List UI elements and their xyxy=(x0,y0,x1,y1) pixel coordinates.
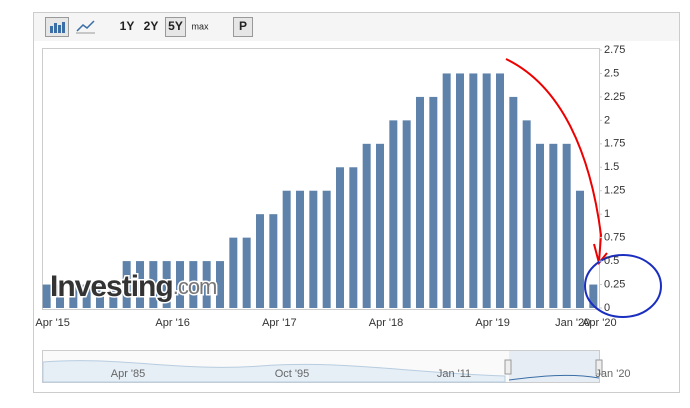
bar xyxy=(442,73,451,308)
bar xyxy=(522,120,531,308)
navigator-label: Oct '95 xyxy=(275,368,310,380)
y-tick-label: 0 xyxy=(604,302,610,314)
navigator-label: Apr '85 xyxy=(111,368,146,380)
bar xyxy=(496,73,504,308)
bar xyxy=(589,284,598,308)
y-tick-label: 1 xyxy=(604,208,610,220)
range-buttons: 1Y 2Y 5Y max P xyxy=(120,17,253,37)
bar xyxy=(536,143,544,308)
bar xyxy=(362,143,371,308)
bar xyxy=(269,214,278,308)
bar xyxy=(469,73,478,308)
bar xyxy=(242,237,251,308)
bar xyxy=(56,284,64,308)
p-button-box xyxy=(233,17,253,37)
bar xyxy=(576,190,584,308)
navigator-handle[interactable] xyxy=(504,359,512,375)
navigator-window xyxy=(509,351,599,382)
y-tick-label: 2 xyxy=(604,114,610,126)
bar xyxy=(69,284,78,308)
bar xyxy=(136,261,144,308)
bar xyxy=(309,190,318,308)
navigator-line xyxy=(508,374,600,381)
bar xyxy=(296,190,304,308)
range-button[interactable]: 5Y xyxy=(168,19,183,33)
range-button[interactable]: 1Y xyxy=(120,19,135,33)
bar xyxy=(509,96,518,308)
range-selected xyxy=(165,17,186,37)
y-tick-label: 2.25 xyxy=(604,91,625,103)
bar xyxy=(42,284,51,308)
x-tick-label: Apr '19 xyxy=(475,317,510,329)
watermark: Investing.com xyxy=(50,270,216,303)
bar xyxy=(562,143,571,308)
y-tick-label: 2.5 xyxy=(604,67,619,79)
watermark-main: Investing xyxy=(50,270,173,303)
bar xyxy=(229,237,238,308)
bar xyxy=(402,120,411,308)
bars xyxy=(42,73,598,308)
bar xyxy=(456,73,464,308)
line-icon-button[interactable] xyxy=(76,20,95,34)
bar xyxy=(176,261,184,308)
bar xyxy=(96,284,104,308)
bar xyxy=(376,143,384,308)
y-tick-label: 1.5 xyxy=(604,161,619,173)
x-tick-label: Apr '20 xyxy=(582,317,617,329)
y-tick-label: 1.25 xyxy=(604,185,625,197)
toolbar xyxy=(34,13,679,41)
navigator-label: Jan '11 xyxy=(437,368,471,380)
bar xyxy=(256,214,264,308)
navigator-area xyxy=(42,360,506,383)
y-tick-label: 0.5 xyxy=(604,255,619,267)
annotation-circle xyxy=(584,254,662,318)
bar xyxy=(202,261,211,308)
bar xyxy=(216,261,224,308)
y-tick-label: 1.75 xyxy=(604,138,625,150)
plot-area xyxy=(42,48,600,310)
x-tick-label: Apr '18 xyxy=(369,317,404,329)
bar xyxy=(429,96,438,308)
bar xyxy=(482,73,491,308)
x-tick-label: Apr '16 xyxy=(155,317,190,329)
bar xyxy=(162,261,171,308)
watermark-suffix: .com xyxy=(173,274,217,299)
bar-icon-button[interactable] xyxy=(45,17,69,37)
y-tick-label: 0.75 xyxy=(604,232,625,244)
bar xyxy=(322,190,331,308)
bar xyxy=(82,284,91,308)
navigator-handle[interactable] xyxy=(595,359,603,375)
y-tick-label: 2.75 xyxy=(604,44,625,56)
bar xyxy=(389,120,398,308)
bar xyxy=(282,190,291,308)
range-button[interactable]: max xyxy=(191,21,209,31)
y-tick-label: 0.25 xyxy=(604,278,625,290)
p-button[interactable]: P xyxy=(239,19,247,33)
bar xyxy=(349,167,358,308)
bar xyxy=(189,261,198,308)
bar xyxy=(549,143,558,308)
x-tick-label: Jan '20 xyxy=(555,317,590,329)
navigator-label: Jan '20 xyxy=(595,368,630,380)
bar xyxy=(149,261,158,308)
bar xyxy=(122,261,131,308)
bar xyxy=(416,96,424,308)
bar xyxy=(109,284,118,308)
range-button[interactable]: 2Y xyxy=(144,19,159,33)
x-tick-label: Apr '17 xyxy=(262,317,297,329)
x-tick-label: Apr '15 xyxy=(35,317,70,329)
bar xyxy=(336,167,344,308)
